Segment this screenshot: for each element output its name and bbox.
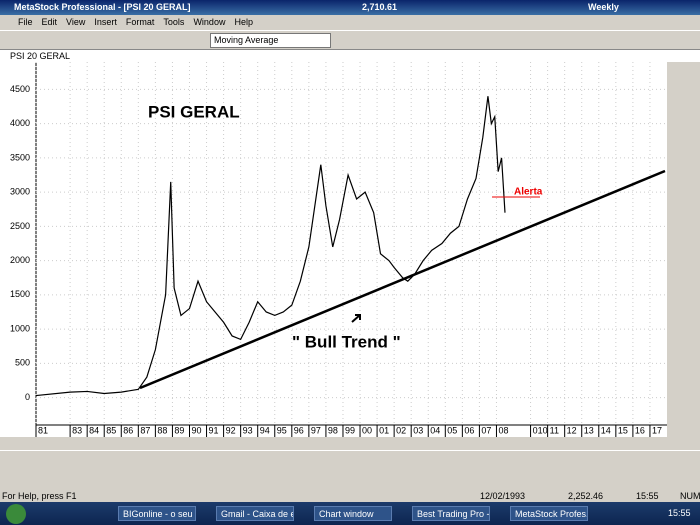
y-tick-label: 4500 (10, 84, 30, 94)
status-mode: NUM (680, 491, 700, 501)
x-tick-label: 89 (174, 425, 184, 435)
periodicity: Weekly (588, 2, 619, 12)
status-bar: For Help, press F1 12/02/1993 2,252.46 1… (0, 490, 700, 502)
x-tick-label: 03 (413, 425, 423, 435)
chart-tab: PSI 20 GERAL (0, 50, 700, 62)
annotation: Alerta (514, 187, 543, 198)
x-tick-label: 14 (601, 425, 611, 435)
drawing-toolbars (0, 450, 700, 489)
right-panel (667, 62, 700, 450)
start-button[interactable] (6, 504, 26, 524)
x-tick-label: 99 (345, 425, 355, 435)
x-tick-label: 17 (652, 425, 662, 435)
x-tick-label: 15 (618, 425, 628, 435)
status-help: For Help, press F1 (2, 491, 77, 501)
price-line (35, 96, 506, 397)
x-tick-label: 00 (362, 425, 372, 435)
x-tick-label: 11 (550, 425, 559, 435)
status-date: 12/02/1993 (480, 491, 526, 501)
x-tick-label: 02 (396, 425, 406, 435)
menu-item[interactable]: Edit (41, 17, 58, 27)
annotation: " Bull Trend " (292, 332, 401, 351)
scrollbar[interactable] (0, 437, 700, 450)
x-tick-label: 95 (277, 425, 287, 435)
menu-item[interactable]: Format (125, 17, 155, 27)
status-value: 2,252.46 (568, 491, 604, 501)
x-tick-label: 84 (89, 425, 99, 435)
y-tick-label: 3000 (10, 187, 30, 197)
menu-item[interactable]: View (66, 17, 86, 27)
x-tick-label: 97 (311, 425, 321, 435)
x-tick-label: 96 (294, 425, 304, 435)
taskbar-button[interactable]: BIGonline - o seu ... (118, 506, 196, 521)
y-tick-label: 1500 (10, 289, 30, 299)
taskbar: 15:55 BIGonline - o seu ... Gmail - Caixa… (0, 502, 700, 525)
y-tick-label: 0 (25, 392, 30, 402)
taskbar-button[interactable]: MetaStock Profes... (510, 506, 588, 521)
x-tick-label: 98 (328, 425, 338, 435)
taskbar-button[interactable]: Best Trading Pro -... (412, 506, 490, 521)
menu-item[interactable]: Insert (94, 17, 117, 27)
x-tick-label: 90 (191, 425, 201, 435)
x-tick-label: 04 (430, 425, 440, 435)
menu-bar: File Edit View Insert Format Tools Window Help (0, 15, 700, 29)
title-bar: MetaStock Professional - [PSI 20 GERAL] … (0, 0, 700, 15)
y-tick-label: 1000 (10, 323, 30, 333)
x-tick-label: 88 (157, 425, 167, 435)
x-tick-label: 06 (464, 425, 474, 435)
trend-line (139, 169, 666, 390)
x-tick-label: 83 (72, 425, 82, 435)
menu-item[interactable]: Help (234, 17, 253, 27)
x-tick-label: 94 (260, 425, 270, 435)
x-tick-label: 93 (243, 425, 253, 435)
taskbar-button[interactable]: Chart window (314, 506, 392, 521)
status-time: 15:55 (636, 491, 659, 501)
y-tick-label: 4000 (10, 118, 30, 128)
menu-item[interactable]: Window (193, 17, 226, 27)
clock: 15:55 (668, 508, 691, 518)
x-tick-label: 07 (481, 425, 491, 435)
y-tick-label: 3500 (10, 152, 30, 162)
annotation: PSI GERAL (148, 102, 240, 121)
toolbar (0, 30, 700, 50)
x-tick-label: 13 (584, 425, 594, 435)
last-value: 2,710.61 (362, 2, 398, 12)
x-tick-label: 05 (447, 425, 457, 435)
y-tick-label: 500 (15, 358, 30, 368)
x-tick-label: 86 (123, 425, 133, 435)
menu-item[interactable]: Tools (163, 17, 185, 27)
x-tick-label: 01 (379, 425, 389, 435)
menu-item[interactable]: File (18, 17, 33, 27)
x-tick-label: 91 (209, 425, 219, 435)
arrow (351, 314, 361, 323)
x-tick-label: 92 (226, 425, 236, 435)
x-tick-label: 16 (635, 425, 645, 435)
y-tick-label: 2000 (10, 255, 30, 265)
window-title: MetaStock Professional - [PSI 20 GERAL] (14, 2, 191, 12)
chart-background (0, 62, 700, 450)
chart-tab-title: PSI 20 GERAL (10, 51, 71, 61)
x-tick-label: 87 (140, 425, 150, 435)
y-tick-label: 2500 (10, 221, 30, 231)
x-tick-label: 81 (38, 425, 48, 435)
taskbar-button[interactable]: Gmail - Caixa de e... (216, 506, 294, 521)
x-tick-label: 08 (498, 425, 508, 435)
x-tick-label: 010 (533, 425, 548, 435)
x-tick-label: 12 (567, 425, 577, 435)
indicator-dropdown[interactable]: Moving Average (210, 33, 331, 48)
x-tick-label: 85 (106, 425, 116, 435)
